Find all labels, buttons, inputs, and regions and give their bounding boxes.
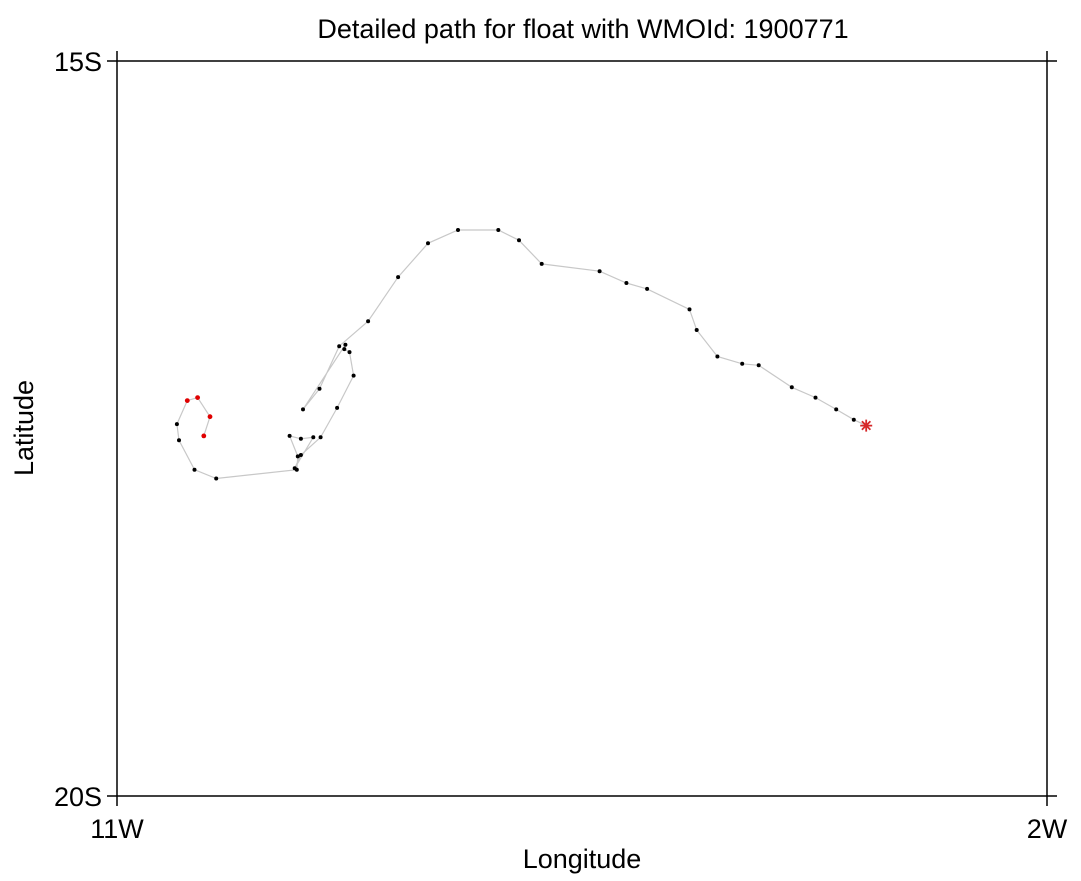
path-point [851, 417, 856, 422]
path-point [335, 405, 340, 410]
path-point [301, 407, 305, 412]
path-point [715, 354, 720, 359]
path-point [756, 363, 761, 368]
path-point [694, 328, 699, 332]
path-point [687, 307, 692, 312]
path-point [624, 281, 629, 285]
path-point [294, 467, 299, 472]
path-point [342, 347, 347, 352]
path-point [214, 476, 219, 481]
path-point [740, 361, 745, 366]
path-point [351, 373, 356, 378]
path-point [177, 438, 181, 443]
path-point [366, 319, 371, 324]
path-point [813, 395, 818, 400]
path-point [496, 228, 501, 232]
path-point [645, 286, 650, 291]
path-point [426, 241, 430, 246]
path-point [311, 435, 316, 440]
path-point [174, 422, 179, 427]
float-path-marks [174, 228, 873, 481]
recent-path-point [207, 414, 213, 420]
y-axis-label: Latitude [9, 380, 39, 476]
y-tick-label-bottom: 20S [54, 782, 102, 812]
plot-frame [107, 51, 1057, 806]
path-point [834, 407, 839, 412]
y-tick-label-top: 15S [54, 47, 102, 77]
path-point [396, 275, 401, 280]
recent-path-line [176, 396, 211, 437]
path-point [539, 261, 544, 266]
chart-title: Detailed path for float with WMOId: 1900… [317, 14, 848, 44]
path-point [347, 350, 352, 355]
start-marker [860, 419, 873, 432]
x-axis-label: Longitude [523, 844, 642, 874]
path-point [318, 435, 323, 440]
path-point [337, 344, 342, 349]
x-tick-label-right: 2W [1027, 814, 1068, 844]
path-point [517, 238, 521, 243]
path-point [295, 454, 300, 459]
recent-path-point [201, 433, 207, 439]
path-point [317, 386, 322, 391]
recent-path-point [184, 398, 190, 403]
path-point [343, 342, 348, 347]
x-tick-label-left: 11W [90, 814, 144, 844]
path-point [298, 436, 303, 441]
path-point [298, 453, 303, 457]
path-point [192, 467, 197, 472]
recent-path-point [195, 395, 201, 400]
path-point [789, 385, 794, 390]
path-line [176, 229, 867, 480]
path-point [456, 228, 460, 232]
path-point [287, 433, 292, 438]
path-point [597, 269, 602, 274]
